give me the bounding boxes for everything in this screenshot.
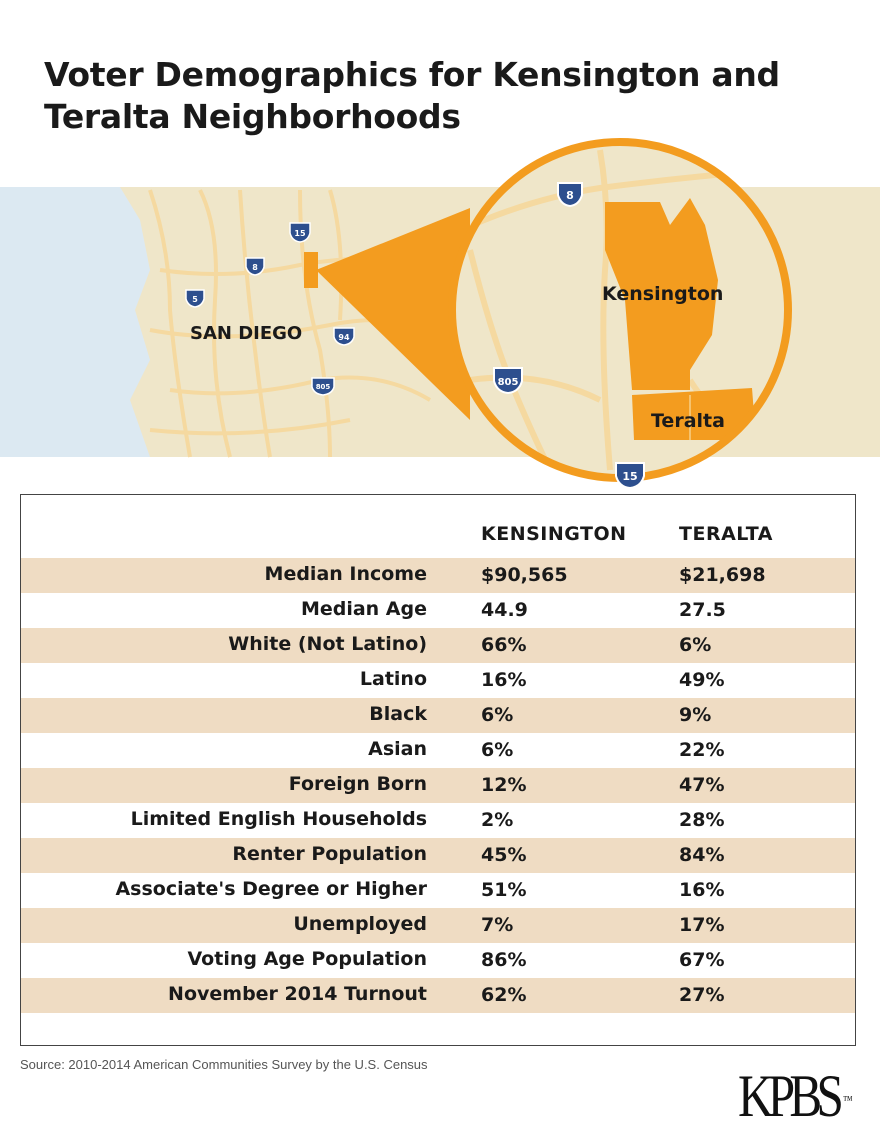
city-label: SAN DIEGO bbox=[190, 323, 302, 344]
table-row: Unemployed 7% 17% bbox=[21, 908, 855, 943]
trademark-mark: ™ bbox=[843, 1093, 853, 1107]
teralta-value: 16% bbox=[679, 879, 725, 901]
teralta-value: 47% bbox=[679, 774, 725, 796]
table-row: Renter Population 45% 84% bbox=[21, 838, 855, 873]
table-row: Voting Age Population 86% 67% bbox=[21, 943, 855, 978]
kensington-value: 62% bbox=[481, 984, 527, 1006]
kensington-value: 16% bbox=[481, 669, 527, 691]
kensington-value: 12% bbox=[481, 774, 527, 796]
teralta-area bbox=[632, 388, 756, 440]
table-body: Median Income $90,565 $21,698 Median Age 44.… bbox=[21, 558, 855, 1013]
shield-15: 15 bbox=[289, 222, 311, 243]
row-label: November 2014 Turnout bbox=[168, 983, 427, 1005]
inset-shield-8: 8 bbox=[557, 182, 583, 208]
teralta-value: 27.5 bbox=[679, 599, 726, 621]
row-label: Median Income bbox=[264, 563, 427, 585]
row-label: Foreign Born bbox=[288, 773, 427, 795]
svg-text:805: 805 bbox=[498, 377, 519, 388]
table-row: Foreign Born 12% 47% bbox=[21, 768, 855, 803]
title-line-2: Teralta Neighborhoods bbox=[44, 97, 461, 136]
table-row: Limited English Households 2% 28% bbox=[21, 803, 855, 838]
inset-shield-15: 15 bbox=[615, 462, 645, 490]
row-label: Unemployed bbox=[293, 913, 427, 935]
teralta-value: 9% bbox=[679, 704, 712, 726]
teralta-value: 6% bbox=[679, 634, 712, 656]
teralta-value: 28% bbox=[679, 809, 725, 831]
kensington-label: Kensington bbox=[602, 283, 723, 305]
callout-wedge bbox=[316, 208, 470, 420]
table-row: Median Income $90,565 $21,698 bbox=[21, 558, 855, 593]
teralta-value: 22% bbox=[679, 739, 725, 761]
kensington-value: 45% bbox=[481, 844, 527, 866]
page-title: Voter Demographics for Kensington and Te… bbox=[44, 54, 844, 138]
shield-8-regional: 8 bbox=[245, 257, 265, 276]
map-water bbox=[0, 187, 150, 457]
svg-text:15: 15 bbox=[622, 470, 637, 483]
demographics-table: KENSINGTON TERALTA Median Income $90,565 $… bbox=[20, 494, 856, 1046]
kensington-value: $90,565 bbox=[481, 564, 568, 586]
svg-text:5: 5 bbox=[192, 295, 198, 304]
row-label: Voting Age Population bbox=[187, 948, 427, 970]
table-row: November 2014 Turnout 62% 27% bbox=[21, 978, 855, 1013]
column-header-teralta: TERALTA bbox=[679, 523, 773, 545]
teralta-value: 67% bbox=[679, 949, 725, 971]
teralta-value: $21,698 bbox=[679, 564, 766, 586]
shield-5: 5 bbox=[185, 289, 205, 308]
kensington-value: 7% bbox=[481, 914, 514, 936]
svg-text:805: 805 bbox=[316, 383, 331, 391]
row-label: White (Not Latino) bbox=[228, 633, 427, 655]
kensington-value: 51% bbox=[481, 879, 527, 901]
column-header-kensington: KENSINGTON bbox=[481, 523, 627, 545]
table-row: Latino 16% 49% bbox=[21, 663, 855, 698]
kensington-area bbox=[605, 198, 718, 390]
shield-15-label: 15 bbox=[294, 229, 306, 238]
table-row: Median Age 44.9 27.5 bbox=[21, 593, 855, 628]
table-row: Associate's Degree or Higher 51% 16% bbox=[21, 873, 855, 908]
kensington-value: 44.9 bbox=[481, 599, 528, 621]
row-label: Limited English Households bbox=[130, 808, 427, 830]
kpbs-logo: KPBS ™ bbox=[738, 1063, 853, 1129]
logo-text: KPBS bbox=[738, 1063, 844, 1129]
title-line-1: Voter Demographics for Kensington and bbox=[44, 55, 780, 94]
kensington-value: 6% bbox=[481, 704, 514, 726]
source-note: Source: 2010-2014 American Communities S… bbox=[20, 1057, 428, 1072]
row-label: Asian bbox=[368, 738, 427, 760]
shield-94: 94 bbox=[333, 327, 355, 346]
row-label: Black bbox=[369, 703, 427, 725]
kensington-value: 86% bbox=[481, 949, 527, 971]
kensington-value: 66% bbox=[481, 634, 527, 656]
locator-map: 15 8 5 94 805 8 805 15 SAN DIEGO Kensing… bbox=[0, 138, 880, 490]
kensington-value: 6% bbox=[481, 739, 514, 761]
shield-805-regional: 805 bbox=[311, 377, 335, 396]
row-label: Median Age bbox=[300, 598, 427, 620]
row-label: Associate's Degree or Higher bbox=[115, 878, 427, 900]
teralta-value: 17% bbox=[679, 914, 725, 936]
teralta-value: 27% bbox=[679, 984, 725, 1006]
teralta-value: 84% bbox=[679, 844, 725, 866]
table-header: KENSINGTON TERALTA bbox=[21, 519, 855, 549]
teralta-value: 49% bbox=[679, 669, 725, 691]
table-row: White (Not Latino) 66% 6% bbox=[21, 628, 855, 663]
svg-text:94: 94 bbox=[338, 333, 350, 342]
row-label: Renter Population bbox=[232, 843, 427, 865]
teralta-label: Teralta bbox=[651, 410, 725, 432]
locator-highlight bbox=[304, 252, 318, 288]
table-row: Asian 6% 22% bbox=[21, 733, 855, 768]
inset-shield-805: 805 bbox=[493, 367, 523, 395]
svg-text:8: 8 bbox=[252, 263, 258, 272]
svg-text:8: 8 bbox=[566, 189, 574, 202]
table-row: Black 6% 9% bbox=[21, 698, 855, 733]
kensington-value: 2% bbox=[481, 809, 514, 831]
row-label: Latino bbox=[359, 668, 427, 690]
